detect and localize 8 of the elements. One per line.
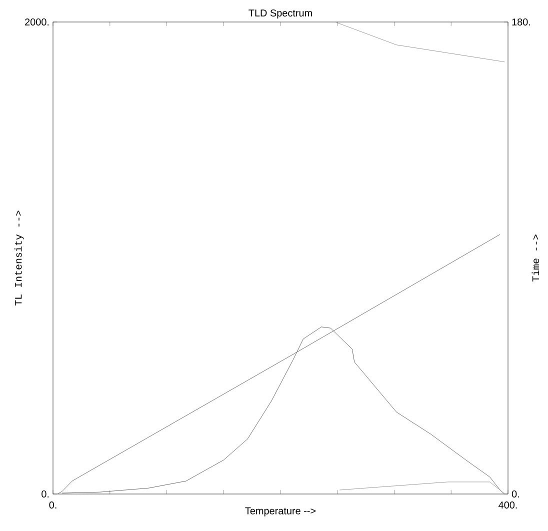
x-axis-title: Temperature --> bbox=[245, 507, 316, 516]
y2-axis-title: Time --> bbox=[532, 234, 540, 282]
y-axis-title: TL Intensity --> bbox=[14, 210, 24, 306]
y-tick-label: 2000. bbox=[25, 18, 49, 26]
y2-tick-label: 0. bbox=[512, 490, 519, 498]
y2-tick-label: 180. bbox=[512, 18, 530, 26]
chart-title: TLD Spectrum bbox=[248, 9, 312, 18]
x-tick-label: 400. bbox=[498, 502, 517, 509]
